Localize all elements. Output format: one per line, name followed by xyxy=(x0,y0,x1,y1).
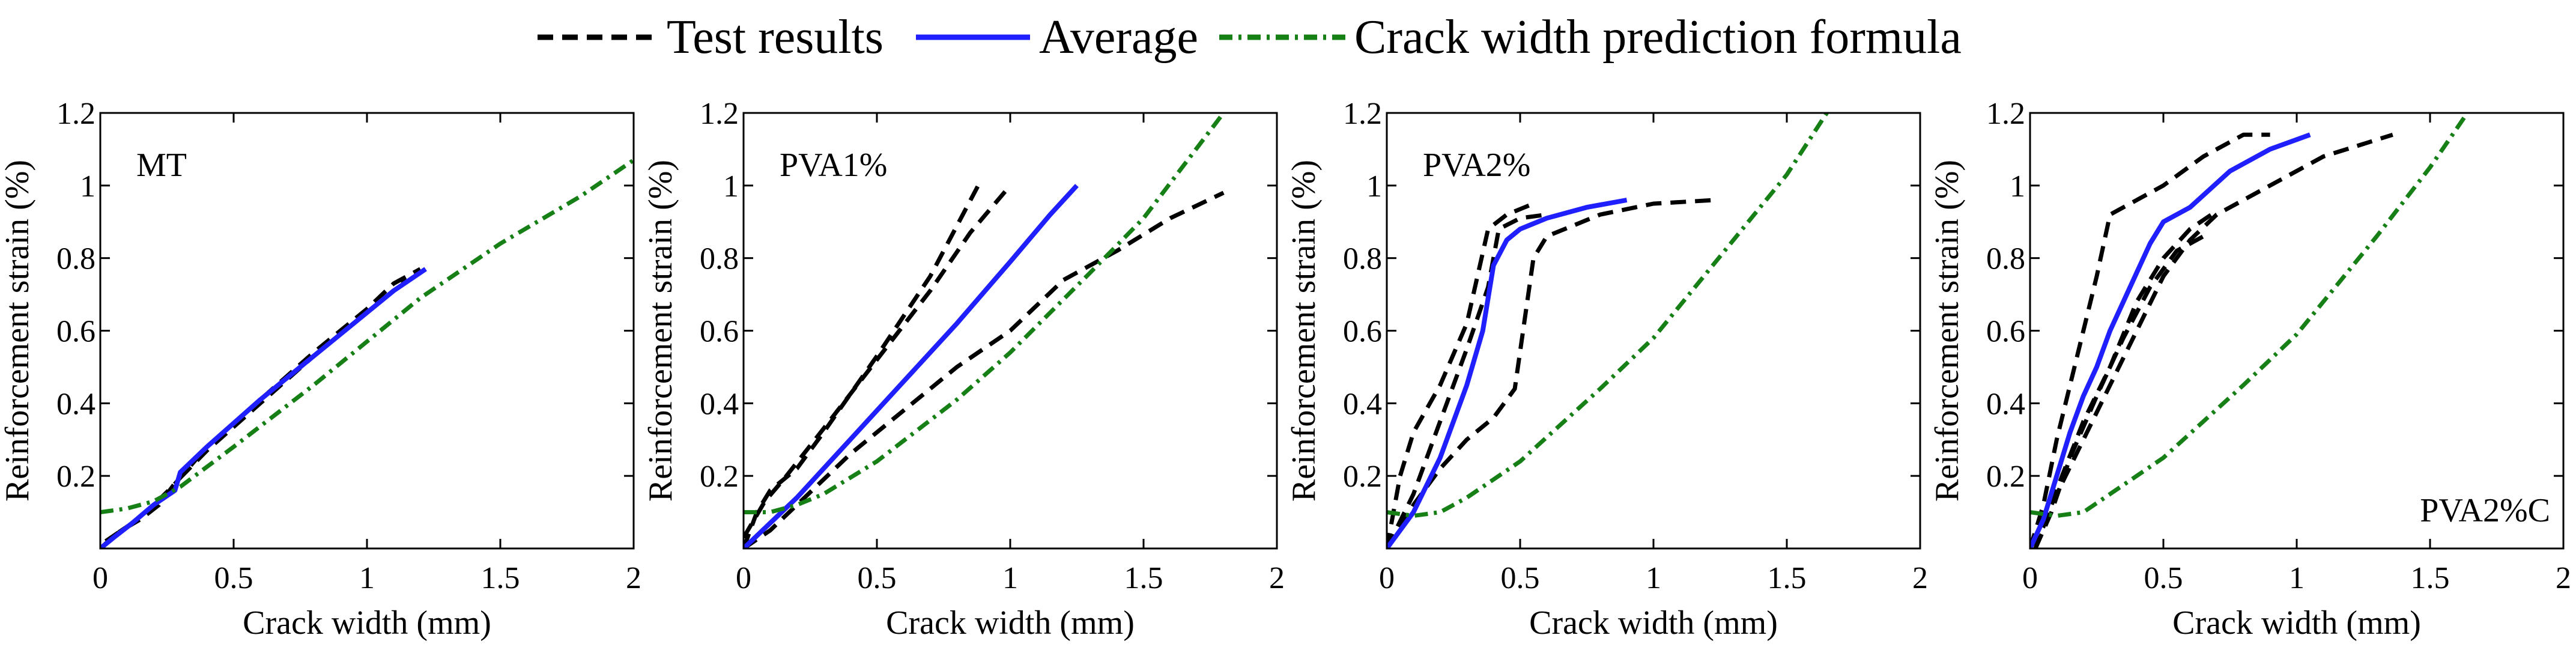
x-tick-label: 1 xyxy=(1646,561,1661,595)
series-line-test-0 xyxy=(744,184,980,548)
series-line-test-2 xyxy=(1387,198,1715,548)
x-tick-label: 0 xyxy=(92,561,108,595)
series-line-avg-2 xyxy=(100,267,427,548)
x-tick-label: 1.5 xyxy=(2411,561,2450,595)
series-line-test-3 xyxy=(2033,234,2205,548)
series-line-pred-4 xyxy=(744,113,1225,515)
y-tick-label: 0.4 xyxy=(1986,387,2025,421)
series-group xyxy=(100,158,634,548)
x-tick-label: 0.5 xyxy=(214,561,253,595)
x-tick-label: 1.5 xyxy=(1768,561,1807,595)
y-tick-label: 0.2 xyxy=(1986,460,2025,494)
legend-label-test: Test results xyxy=(667,11,883,64)
y-tick-label: 0.2 xyxy=(1343,460,1382,494)
y-tick-label: 0.4 xyxy=(56,387,95,421)
series-group xyxy=(2030,113,2470,548)
series-line-test-0 xyxy=(2030,132,2270,548)
series-line-test-2 xyxy=(2030,213,2213,548)
x-tick-label: 2 xyxy=(1912,561,1928,595)
y-tick-label: 0.2 xyxy=(700,460,739,494)
panel-3: 0 0.5 1 1.5 2 0.2 0.4 0.6 0.8 1 1.2 Crack width (mm… xyxy=(1929,97,2571,642)
series-line-pred-5 xyxy=(2030,113,2470,518)
series-line-avg-3 xyxy=(1387,198,1628,548)
y-tick-label: 0.6 xyxy=(700,315,739,349)
panel-label: PVA2% xyxy=(1423,147,1530,184)
x-tick-label: 1.5 xyxy=(481,561,520,595)
x-tick-label: 0 xyxy=(2022,561,2038,595)
y-tick-label: 1.2 xyxy=(56,97,95,131)
x-tick-label: 1 xyxy=(1002,561,1018,595)
y-tick-label: 1.2 xyxy=(1986,97,2025,131)
x-tick-label: 2 xyxy=(626,561,641,595)
y-tick-label: 1 xyxy=(723,169,739,204)
y-tick-label: 0.6 xyxy=(1343,315,1382,349)
y-axis-label: Reinforcement strain (%) xyxy=(1929,160,1966,502)
x-axis-label: Crack width (mm) xyxy=(1529,604,1778,642)
y-tick-label: 0.4 xyxy=(1343,387,1382,421)
y-tick-label: 1 xyxy=(1366,169,1382,204)
x-tick-label: 0.5 xyxy=(2144,561,2183,595)
y-tick-label: 0.6 xyxy=(1986,315,2025,349)
series-group xyxy=(1387,113,1829,548)
series-line-test-2 xyxy=(744,190,1225,548)
x-tick-label: 0.5 xyxy=(858,561,897,595)
y-axis-label: Reinforcement strain (%) xyxy=(642,160,679,502)
legend: Test results Average Crack width predictio… xyxy=(538,11,1962,64)
x-axis-label: Crack width (mm) xyxy=(886,604,1135,642)
x-tick-label: 2 xyxy=(2556,561,2571,595)
series-line-pred-3 xyxy=(100,158,634,515)
legend-label-pred: Crack width prediction formula xyxy=(1354,11,1962,64)
y-tick-label: 0.8 xyxy=(1986,242,2025,276)
panels: 0 0.5 1 1.5 2 0.2 0.4 0.6 0.8 1 1.2 Crack width (mm… xyxy=(0,97,2571,642)
y-tick-label: 0.2 xyxy=(56,460,95,494)
series-line-pred-4 xyxy=(1387,113,1829,518)
panel-label: PVA2%C xyxy=(2420,492,2550,529)
x-tick-label: 1 xyxy=(2289,561,2305,595)
y-tick-label: 0.8 xyxy=(700,242,739,276)
series-line-test-1 xyxy=(744,184,1012,539)
y-tick-label: 0.8 xyxy=(56,242,95,276)
series-line-test-1 xyxy=(1387,212,1547,548)
series-group xyxy=(744,113,1225,548)
x-tick-label: 0.5 xyxy=(1501,561,1540,595)
y-axis-label: Reinforcement strain (%) xyxy=(0,160,36,502)
panel-2: 0 0.5 1 1.5 2 0.2 0.4 0.6 0.8 1 1.2 Crack width (mm… xyxy=(1285,97,1928,642)
y-tick-label: 0.6 xyxy=(56,315,95,349)
x-axis-label: Crack width (mm) xyxy=(2172,604,2421,642)
series-line-test-0 xyxy=(1387,201,1535,548)
y-axis-label: Reinforcement strain (%) xyxy=(1285,160,1323,502)
x-tick-label: 0 xyxy=(1379,561,1395,595)
series-line-avg-3 xyxy=(744,184,1079,548)
series-line-avg-4 xyxy=(2030,132,2311,548)
x-tick-label: 1 xyxy=(359,561,375,595)
y-tick-label: 1 xyxy=(2010,169,2025,204)
y-tick-label: 0.4 xyxy=(700,387,739,421)
y-tick-label: 1.2 xyxy=(1343,97,1382,131)
panel-label: MT xyxy=(136,147,187,184)
x-tick-label: 0 xyxy=(736,561,751,595)
panel-1: 0 0.5 1 1.5 2 0.2 0.4 0.6 0.8 1 1.2 Crack width (mm… xyxy=(642,97,1285,642)
y-tick-label: 1.2 xyxy=(700,97,739,131)
y-tick-label: 0.8 xyxy=(1343,242,1382,276)
x-tick-label: 2 xyxy=(1269,561,1285,595)
series-line-test-1 xyxy=(2030,132,2393,548)
x-axis-label: Crack width (mm) xyxy=(243,604,491,642)
panel-label: PVA1% xyxy=(780,147,887,184)
y-tick-label: 1 xyxy=(80,169,95,204)
x-tick-label: 1.5 xyxy=(1124,561,1163,595)
legend-label-avg: Average xyxy=(1039,11,1198,64)
panel-0: 0 0.5 1 1.5 2 0.2 0.4 0.6 0.8 1 1.2 Crack width (mm… xyxy=(0,97,641,642)
